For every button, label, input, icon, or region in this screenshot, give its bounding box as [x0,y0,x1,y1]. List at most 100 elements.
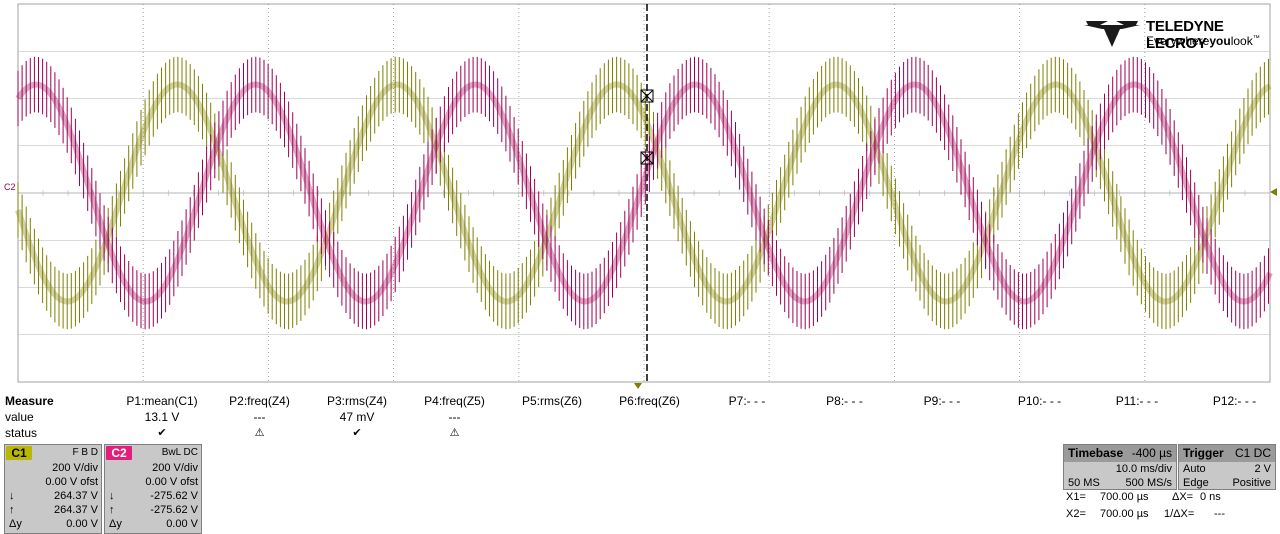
grid-dot [643,4,645,5]
grid-dot [267,168,269,169]
measure-param-2[interactable]: P2:freq(Z4) --- ⚠ [210,393,310,441]
channel-c2-panel[interactable]: C2 BwL DC 200 V/div 0.00 V ofst ↓ -275.62… [104,444,202,534]
grid-dot [518,380,520,381]
grid-dot [893,44,895,45]
trigger-level: 2 V [1254,463,1271,475]
grid-dot [768,212,770,213]
grid-dot [893,48,895,49]
measure-param-5[interactable]: P5:rms(Z6) [502,393,602,441]
grid-dot [643,208,645,209]
grid-dot [393,140,395,141]
timebase-rate: 500 MS/s [1125,477,1172,489]
grid-dot [393,216,395,217]
grid-dot [768,296,770,297]
grid-dot [768,284,770,285]
param-name: P11:- - - [1115,394,1159,408]
grid-dot [768,12,770,13]
trigger-mode: Auto [1183,463,1206,475]
grid-dot [267,152,269,153]
trigger-level-icon[interactable] [1270,188,1277,196]
grid-dot [142,212,144,213]
measure-param-1[interactable]: P1:mean(C1) 13.1 V ✔ [112,393,212,441]
grid-dot [768,280,770,281]
grid-dot [142,128,144,129]
measure-param-7[interactable]: P7:- - - [697,393,797,441]
grid-dot [393,300,395,301]
grid-dot [393,212,395,213]
grid-dot [768,144,770,145]
grid-dot [518,112,520,113]
measure-param-9[interactable]: P9:- - - [892,393,992,441]
measure-param-6[interactable]: P6:freq(Z6) [600,393,700,441]
measure-param-3[interactable]: P3:rms(Z4) 47 mV ✔ [307,393,407,441]
channel-c2-vdiv: 200 V/div [152,462,198,474]
cursor-line[interactable] [640,4,654,382]
grid-dot [768,172,770,173]
waveform-display[interactable]: C2 [0,0,1280,392]
channel-c2-tag[interactable]: C2 [106,446,132,460]
grid-dot [267,208,269,209]
grid-dot [1144,332,1146,333]
grid-dot [267,232,269,233]
grid-dot [768,76,770,77]
grid-dot [768,324,770,325]
grid-dot [643,332,645,333]
measure-param-8[interactable]: P8:- - - [795,393,895,441]
channel-c1-tag[interactable]: C1 [6,446,32,460]
c2-level-marker[interactable]: C2 [4,182,16,192]
grid-dot [393,332,395,333]
grid-dot [1144,108,1146,109]
param-name: P7:- - - [728,394,766,408]
grid-dot [1144,364,1146,365]
grid-dot [893,356,895,357]
grid-dot [1144,164,1146,165]
trigger-panel[interactable]: Trigger C1 DC Auto 2 V Edge Positive [1178,444,1276,490]
dx-value: 0 ns [1200,491,1221,503]
grid-dot [518,212,520,213]
grid-dot [1019,28,1021,29]
grid-dot [518,256,520,257]
measure-param-4[interactable]: P4:freq(Z5) --- ⚠ [405,393,505,441]
grid-dot [267,200,269,201]
grid-dot [518,8,520,9]
grid-dot [142,168,144,169]
channel-c1-offset: 0.00 V ofst [45,476,98,488]
status-label: status [5,426,38,440]
grid-dot [142,12,144,13]
grid-dot [1019,128,1021,129]
grid-dot [518,108,520,109]
grid-dot [393,380,395,381]
check-icon: ✔ [352,427,362,439]
grid-dot [643,324,645,325]
grid-dot [518,296,520,297]
grid-dot [1144,380,1146,381]
grid-dot [768,216,770,217]
grid-dot [643,244,645,245]
grid-dot [1144,172,1146,173]
measure-param-12[interactable]: P12:- - - [1185,393,1280,441]
grid-dot [267,244,269,245]
measure-param-10[interactable]: P10:- - - [990,393,1090,441]
grid-dot [267,212,269,213]
grid-dot [267,256,269,257]
grid-dot [1019,204,1021,205]
param-name: P5:rms(Z6) [522,394,582,408]
channel-c1-panel[interactable]: C1 F B D 200 V/div 0.00 V ofst ↓ 264.37 V… [4,444,102,534]
measure-param-11[interactable]: P11:- - - [1087,393,1187,441]
status-empty [502,425,602,441]
cursor-marker-icon[interactable] [640,89,654,103]
grid-dot [393,220,395,221]
timebase-panel[interactable]: Timebase -400 µs 10.0 ms/div 50 MS 500 MS/… [1063,444,1177,490]
grid-dot [518,304,520,305]
grid-dot [518,324,520,325]
param-name: P10:- - - [1017,394,1062,408]
grid-dot [893,148,895,149]
grid-dot [142,196,144,197]
channel-c2-offset: 0.00 V ofst [145,476,198,488]
grid-dot [1019,184,1021,185]
cursor-marker-icon[interactable] [640,151,654,165]
trigger-position-icon[interactable] [634,383,642,389]
grid-dot [1019,136,1021,137]
grid-dot [142,356,144,357]
grid-dot [893,368,895,369]
